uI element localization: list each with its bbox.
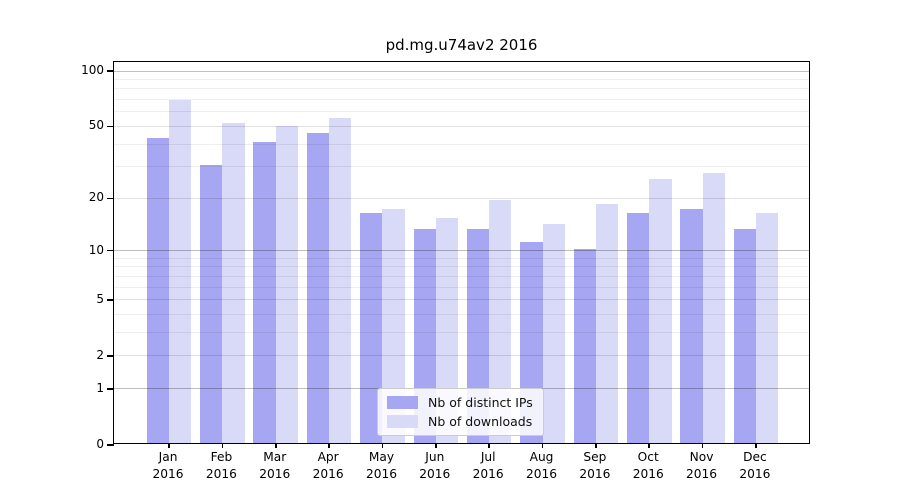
- bar-downloads-jan: [169, 99, 192, 443]
- y-tick-50: [107, 125, 114, 128]
- bar-distinct-ips-sep: [573, 248, 596, 443]
- bar-downloads-mar: [275, 126, 299, 443]
- chart-title: pd.mg.u74av2 2016: [385, 36, 538, 54]
- y-tick-label-100: 100: [81, 63, 104, 78]
- bar-distinct-ips-feb: [200, 164, 223, 443]
- legend-swatch-downloads: [387, 415, 418, 428]
- x-tick-label-oct-2016: Oct 2016: [632, 450, 664, 481]
- y-tick-label-20: 20: [88, 190, 104, 205]
- y-tick-label-0: 0: [96, 437, 104, 451]
- x-tick-label-aug-2016: Aug 2016: [526, 450, 558, 481]
- x-tick-oct: [648, 443, 650, 448]
- y-tick-10: [107, 249, 114, 252]
- y-tick-label-2: 2: [96, 347, 104, 362]
- x-tick-aug: [541, 443, 544, 448]
- legend-swatch-distinct-ips: [387, 396, 418, 409]
- bar-downloads-may: [382, 208, 405, 443]
- y-tick-1: [107, 388, 114, 390]
- minor-gridline-y-60: [114, 111, 809, 113]
- bar-distinct-ips-jan: [146, 138, 170, 443]
- minor-gridline-y-40: [114, 143, 809, 145]
- x-tick-label-feb-2016: Feb 2016: [205, 450, 237, 481]
- x-tick-sep: [595, 443, 597, 448]
- legend-label-distinct-ips: Nb of distinct IPs: [428, 395, 533, 410]
- bar-downloads-aug: [542, 223, 565, 443]
- x-tick-label-jan-2016: Jan 2016: [152, 450, 184, 481]
- gridline-y-50: [114, 125, 809, 127]
- bar-downloads-oct: [649, 179, 672, 443]
- x-tick-feb: [221, 443, 224, 448]
- y-tick-label-1: 1: [96, 380, 104, 395]
- legend-item-downloads: Nb of downloads: [387, 414, 533, 429]
- x-tick-jul: [488, 443, 490, 448]
- bar-downloads-dec: [755, 213, 779, 443]
- bar-distinct-ips-may: [360, 213, 383, 443]
- x-tick-mar: [275, 443, 277, 448]
- gridline-y-100: [114, 70, 809, 72]
- x-tick-may: [381, 443, 384, 448]
- y-tick-label-50: 50: [88, 118, 104, 133]
- minor-gridline-y-80: [114, 88, 809, 90]
- x-tick-label-nov-2016: Nov 2016: [686, 450, 718, 481]
- bar-downloads-apr: [329, 118, 352, 443]
- x-tick-jan: [168, 443, 170, 448]
- bar-downloads-jun: [435, 218, 459, 443]
- bar-distinct-ips-oct: [626, 213, 650, 443]
- bar-downloads-feb: [222, 122, 245, 443]
- x-tick-label-jul-2016: Jul 2016: [472, 450, 504, 481]
- x-tick-label-jun-2016: Jun 2016: [419, 450, 451, 481]
- x-tick-label-apr-2016: Apr 2016: [312, 450, 344, 481]
- bar-distinct-ips-apr: [306, 132, 330, 443]
- minor-gridline-y-70: [114, 99, 809, 101]
- x-tick-label-mar-2016: Mar 2016: [259, 450, 291, 481]
- y-tick-100: [107, 70, 114, 72]
- bar-distinct-ips-dec: [733, 229, 756, 443]
- bar-downloads-sep: [595, 204, 619, 443]
- minor-gridline-y-90: [114, 79, 809, 81]
- y-tick-2: [107, 355, 114, 357]
- bar-downloads-nov: [702, 173, 725, 443]
- x-tick-label-sep-2016: Sep 2016: [579, 450, 611, 481]
- y-tick-5: [107, 299, 114, 301]
- y-tick-0: [107, 444, 114, 446]
- y-tick-label-10: 10: [88, 242, 104, 257]
- legend-item-distinct-ips: Nb of distinct IPs: [387, 395, 533, 410]
- bar-distinct-ips-mar: [253, 142, 276, 443]
- bar-distinct-ips-nov: [680, 208, 703, 443]
- x-tick-dec: [755, 443, 757, 448]
- x-tick-nov: [701, 443, 704, 448]
- bar-downloads-jul: [489, 200, 512, 443]
- plot-area: Nb of distinct IPs Nb of downloads: [107, 61, 810, 448]
- y-tick-label-5: 5: [96, 291, 104, 306]
- x-tick-label-dec-2016: Dec 2016: [739, 450, 771, 481]
- x-tick-label-may-2016: May 2016: [365, 450, 397, 481]
- legend: Nb of distinct IPs Nb of downloads: [377, 388, 544, 436]
- legend-label-downloads: Nb of downloads: [428, 414, 533, 429]
- x-tick-apr: [328, 443, 330, 448]
- y-tick-20: [107, 197, 114, 200]
- x-tick-jun: [435, 443, 437, 448]
